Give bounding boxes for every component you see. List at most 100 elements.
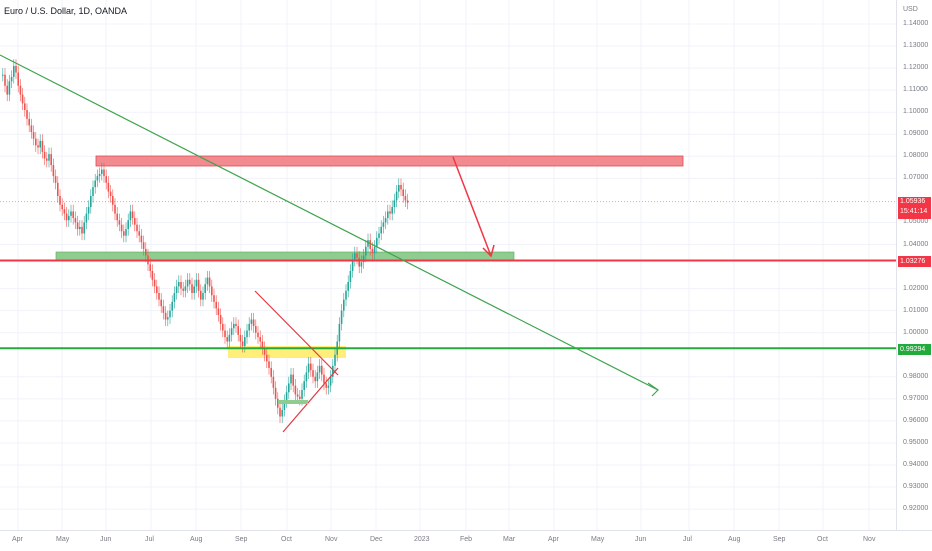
price-tick-label: 1.12000 bbox=[903, 64, 929, 72]
time-tick-label: 2023 bbox=[414, 536, 430, 543]
candle-body bbox=[316, 372, 319, 382]
candle-body bbox=[294, 385, 297, 395]
candle-body bbox=[228, 334, 231, 342]
candle-body bbox=[160, 299, 162, 307]
candle-body bbox=[193, 286, 195, 294]
candle-body bbox=[338, 323, 341, 342]
candle-body bbox=[180, 281, 182, 289]
candle-body bbox=[299, 396, 301, 399]
time-tick-label: Apr bbox=[548, 536, 559, 543]
candle-body bbox=[310, 363, 312, 371]
candle-body bbox=[204, 284, 206, 294]
candle-body bbox=[101, 169, 103, 174]
candle-body bbox=[296, 394, 299, 397]
candle-body bbox=[252, 319, 255, 327]
candle-body bbox=[283, 401, 286, 410]
candle-body bbox=[59, 195, 61, 205]
candle-body bbox=[270, 367, 272, 377]
candle-body bbox=[6, 85, 8, 95]
candle-body bbox=[32, 132, 35, 139]
candle-body bbox=[369, 240, 371, 249]
candle-body bbox=[343, 299, 345, 311]
price-tick-label: 0.97000 bbox=[903, 394, 929, 402]
candle-body bbox=[30, 125, 33, 133]
candle-body bbox=[116, 213, 118, 221]
candle-body bbox=[380, 226, 382, 234]
candle-body bbox=[255, 326, 257, 333]
candle-body bbox=[402, 189, 404, 196]
candle-body bbox=[325, 383, 327, 388]
wedge-upper-line bbox=[254, 290, 339, 376]
candle-body bbox=[182, 288, 184, 291]
candle-body bbox=[219, 315, 222, 324]
candle-body bbox=[373, 246, 376, 254]
candle-body bbox=[52, 165, 55, 177]
candle-body bbox=[131, 211, 134, 219]
candle-body bbox=[360, 262, 363, 267]
candle-body bbox=[323, 374, 325, 384]
candle-body bbox=[391, 207, 393, 214]
time-tick-label: Aug bbox=[190, 536, 203, 543]
candle-body bbox=[68, 215, 70, 221]
current-price-badge: 1.05936 15:41:14 bbox=[898, 197, 931, 219]
candle-body bbox=[123, 231, 125, 236]
countdown-value: 15:41:14 bbox=[900, 208, 928, 215]
candle-body bbox=[184, 286, 187, 291]
candle-body bbox=[98, 173, 101, 177]
candle-body bbox=[230, 328, 233, 335]
candle-body bbox=[142, 242, 145, 249]
candle-body bbox=[87, 207, 90, 214]
candle-body bbox=[156, 286, 158, 294]
candle-body bbox=[404, 195, 407, 201]
time-tick-label: Apr bbox=[12, 536, 23, 543]
candle-body bbox=[4, 74, 6, 86]
candle-body bbox=[274, 387, 277, 399]
price-tick-label: 1.14000 bbox=[903, 20, 929, 27]
candle-body bbox=[90, 195, 92, 208]
candle-body bbox=[114, 204, 116, 214]
candle-body bbox=[162, 306, 165, 313]
zones bbox=[55, 155, 684, 358]
candle-body bbox=[292, 374, 294, 386]
small-support-box bbox=[278, 400, 308, 404]
time-tick-label: Sep bbox=[235, 536, 248, 543]
candle-body bbox=[125, 229, 127, 236]
candle-body bbox=[213, 295, 215, 302]
candles bbox=[2, 59, 409, 424]
candle-body bbox=[222, 323, 224, 331]
candle-body bbox=[138, 231, 140, 236]
price-tick-label: 1.04000 bbox=[903, 240, 929, 248]
candle-body bbox=[329, 376, 332, 386]
price-tick-label: 1.02000 bbox=[903, 284, 929, 292]
candle-body bbox=[65, 213, 68, 221]
candle-body bbox=[164, 312, 167, 320]
candle-body bbox=[259, 337, 261, 342]
candle-body bbox=[158, 293, 160, 300]
candle-body bbox=[189, 279, 191, 285]
current-price-value: 1.05936 bbox=[900, 198, 926, 205]
candle-body bbox=[197, 279, 200, 291]
candle-body bbox=[318, 365, 321, 373]
candle-body bbox=[175, 286, 178, 294]
candle-body bbox=[217, 308, 220, 316]
candle-body bbox=[277, 398, 279, 408]
candle-body bbox=[354, 253, 356, 260]
candle-body bbox=[57, 182, 59, 196]
currency-label: USD bbox=[903, 6, 918, 13]
candle-body bbox=[94, 180, 96, 188]
time-tick-label: Jun bbox=[635, 536, 647, 543]
candle-body bbox=[127, 220, 129, 230]
candle-body bbox=[376, 237, 378, 247]
candle-body bbox=[109, 191, 112, 196]
time-tick-label: Nov bbox=[325, 536, 338, 543]
candle-body bbox=[208, 277, 211, 287]
candle-body bbox=[356, 253, 358, 258]
time-axis[interactable] bbox=[0, 530, 932, 551]
candle-body bbox=[134, 218, 136, 225]
price-axis[interactable]: USD bbox=[896, 0, 932, 530]
price-tick-label: 0.92000 bbox=[903, 505, 929, 513]
candle-body bbox=[349, 270, 352, 282]
time-tick-label: Jul bbox=[145, 536, 154, 543]
